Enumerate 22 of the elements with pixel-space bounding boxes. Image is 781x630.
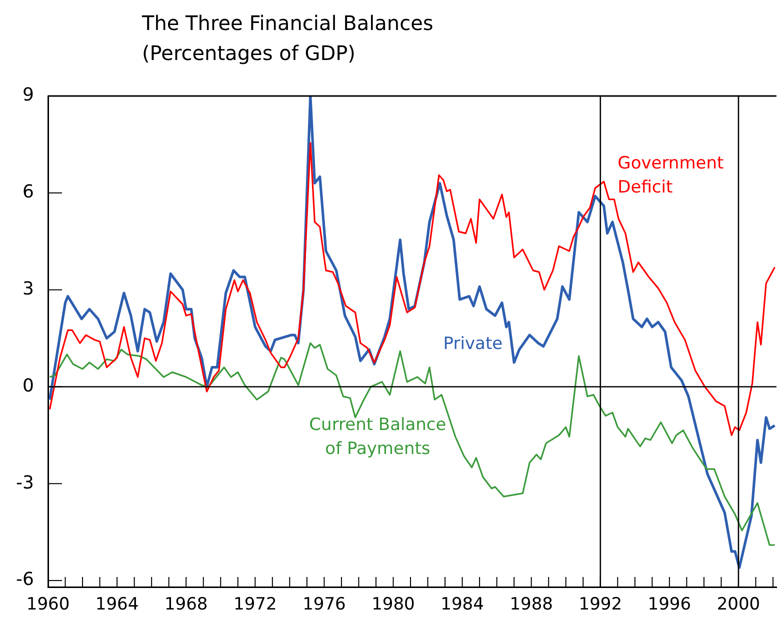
y-tick-label: 3 (22, 278, 34, 300)
x-tick-label: 1984 (440, 594, 484, 615)
series-label: Current Balance of Payments (309, 414, 446, 459)
x-tick-label: 1980 (372, 594, 415, 615)
x-tick-label: 1976 (302, 594, 346, 615)
x-tick-label: 1964 (95, 594, 139, 615)
x-tick-label: 1968 (164, 594, 208, 615)
chart-title: The Three Financial Balances (142, 10, 434, 37)
y-tick-label: 9 (22, 84, 34, 106)
x-tick-label: 1960 (26, 594, 70, 615)
y-tick-label: -6 (16, 569, 34, 590)
series-label: Private (443, 334, 503, 354)
y-tick-label: -3 (16, 472, 34, 494)
x-tick-label: 2000 (716, 594, 760, 615)
x-tick-label: 1972 (234, 594, 277, 615)
y-tick-label: 6 (22, 182, 34, 203)
x-tick-label: 1992 (578, 594, 622, 615)
series-label: Government Deficit (618, 153, 724, 198)
x-tick-label: 1988 (510, 594, 553, 615)
chart-subtitle: (Percentages of GDP) (142, 40, 356, 67)
y-tick-label: 0 (22, 375, 34, 396)
x-tick-label: 1996 (648, 594, 692, 615)
